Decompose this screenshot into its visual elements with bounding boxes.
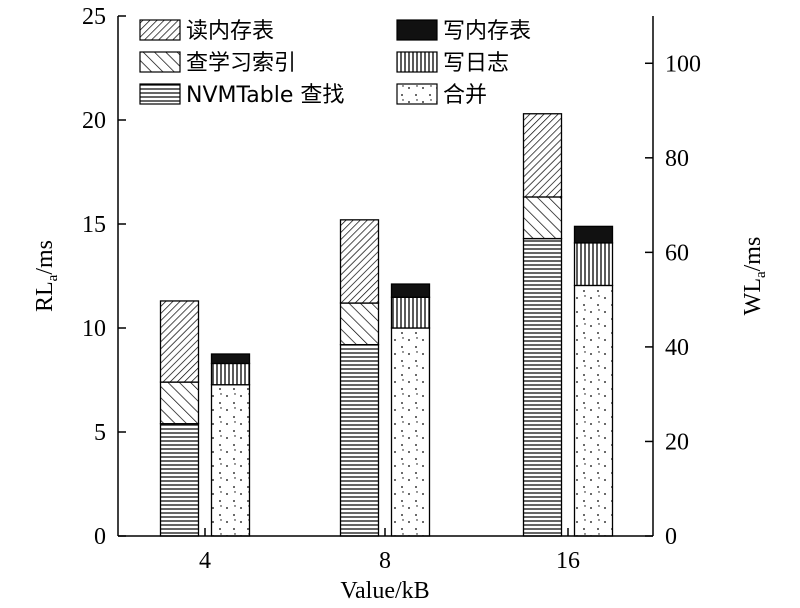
bar-read-segment (522, 196, 563, 240)
legend-swatch-read-memtable (139, 19, 181, 41)
left-tick-label: 15 (82, 212, 106, 238)
bar-write-segment (210, 362, 251, 386)
bar-write-segment (573, 284, 614, 537)
legend-label-read-memtable: 读内存表 (186, 19, 274, 44)
legend-label-write-memtable: 写内存表 (443, 19, 531, 44)
x-tick-label: 16 (556, 548, 580, 574)
bar-read-segment (522, 113, 563, 198)
bar-write-segment (210, 384, 251, 537)
left-tick-label: 0 (94, 524, 106, 550)
right-tick-label: 20 (665, 429, 689, 455)
x-axis-label: Value/kB (340, 578, 429, 604)
left-tick-label: 10 (82, 316, 106, 342)
legend-item-merge: 合并 (396, 83, 487, 108)
left-tick-label: 5 (94, 420, 106, 446)
right-tick-label: 80 (665, 146, 689, 172)
legend-label-learned-index: 查学习索引 (186, 51, 296, 76)
legend-swatch-write-log (396, 51, 438, 73)
legend-item-read-memtable: 读内存表 (139, 19, 274, 44)
legend-item-write-memtable: 写内存表 (396, 19, 531, 44)
bar-read-segment (522, 237, 563, 537)
bars-layer (159, 113, 614, 537)
left-tick-label: 25 (82, 4, 106, 30)
legend-item-write-log: 写日志 (396, 51, 509, 76)
legend-item-nvmtable-lookup: NVMTable 查找 (139, 83, 344, 108)
axes: 0 5 10 15 20 25 0 20 40 60 80 100 4 8 16 (82, 4, 701, 574)
bar-read-segment (159, 300, 200, 383)
bar-read-segment (159, 423, 200, 537)
legend-swatch-learned-index (139, 51, 181, 73)
legend-label-write-log: 写日志 (443, 51, 509, 76)
bar-read-segment (339, 219, 380, 304)
bar-read-segment (339, 343, 380, 537)
legend-label-nvmtable-lookup: NVMTable 查找 (186, 83, 344, 108)
bar-write-segment (390, 327, 431, 537)
right-tick-label: 40 (665, 335, 689, 361)
legend-swatch-write-memtable (396, 19, 438, 41)
bar-write-segment (390, 296, 431, 329)
x-tick-label: 4 (199, 548, 211, 574)
legend-item-learned-index: 查学习索引 (139, 51, 296, 76)
legend-swatch-nvmtable-lookup (139, 83, 181, 105)
bar-write-segment (573, 242, 614, 287)
legend: 读内存表 查学习索引 NVMTable 查找 写内存表 写日志 合并 (139, 19, 531, 108)
right-tick-label: 0 (665, 524, 677, 550)
right-tick-label: 60 (665, 240, 689, 266)
bar-write-segment (390, 283, 431, 298)
bar-write-segment (210, 353, 251, 365)
legend-swatch-merge (396, 83, 438, 105)
y-axis-label-right: WLa/ms (740, 237, 769, 316)
bar-read-segment (159, 381, 200, 425)
left-tick-label: 20 (82, 108, 106, 134)
y-axis-label-left: RLa/ms (32, 240, 61, 312)
bar-read-segment (339, 302, 380, 346)
legend-label-merge: 合并 (443, 83, 487, 108)
x-tick-label: 8 (379, 548, 391, 574)
right-tick-label: 100 (665, 51, 701, 77)
bar-write-segment (573, 225, 614, 244)
